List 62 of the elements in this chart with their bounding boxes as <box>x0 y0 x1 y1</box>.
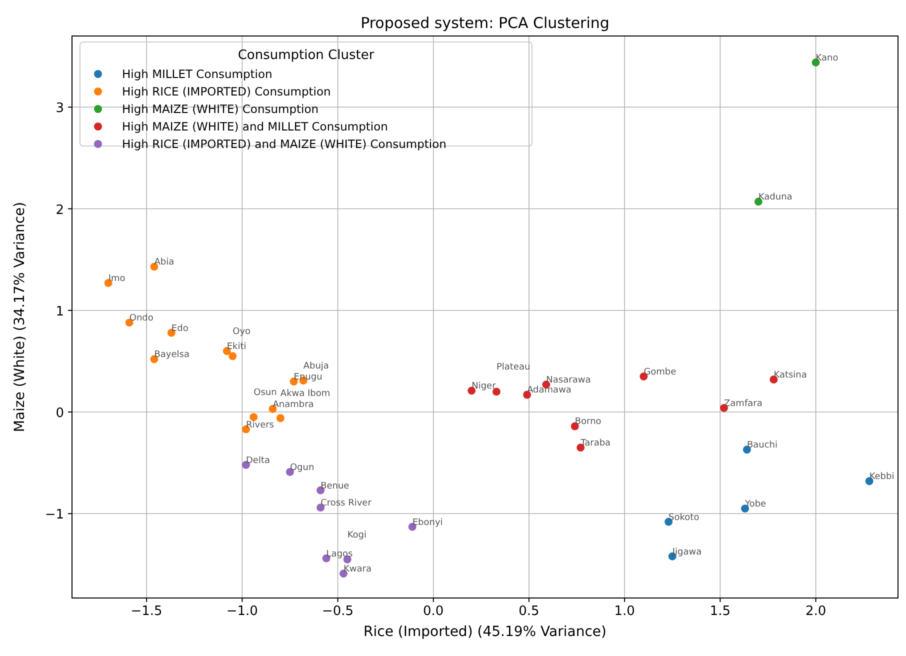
legend-label: High MILLET Consumption <box>122 67 272 81</box>
point <box>276 414 284 422</box>
annotation: Edo <box>171 324 189 334</box>
annotation: Bauchi <box>746 440 778 451</box>
annotation: Kebbi <box>869 472 894 482</box>
annotation: Gombe <box>644 367 677 378</box>
annotation: Taraba <box>580 438 611 449</box>
annotation: Enugu <box>294 372 322 383</box>
annotation: Imo <box>108 274 126 284</box>
x-tick-label: 0.5 <box>518 604 540 619</box>
annotation: Ondo <box>129 314 154 324</box>
legend-label: High MAIZE (WHITE) and MILLET Consumption <box>122 120 388 134</box>
annotation: Kwara <box>344 564 372 575</box>
annotation: Jigawa <box>671 547 702 558</box>
annotation: Adamawa <box>527 386 572 396</box>
annotation: Katsina <box>774 370 807 380</box>
annotation: Benue <box>320 481 350 492</box>
x-tick-label: −0.5 <box>322 604 354 619</box>
point <box>228 352 237 360</box>
legend-label: High RICE (IMPORTED) and MAIZE (WHITE) Consumption <box>122 137 446 151</box>
annotation: Delta <box>246 456 270 466</box>
annotation: Ebonyi <box>412 518 443 528</box>
x-tick-label: −1.5 <box>130 604 162 619</box>
x-tick-label: 1.5 <box>710 604 731 619</box>
annotation: Cross River <box>320 498 372 509</box>
annotation: Osun <box>254 388 277 398</box>
annotation: Anambra <box>272 400 314 410</box>
x-tick-label: 0.0 <box>423 604 444 619</box>
annotation: Sokoto <box>668 512 700 523</box>
y-tick-label: −1 <box>44 508 64 523</box>
annotation: Ekiti <box>226 342 246 352</box>
annotation: Zamfara <box>724 398 762 409</box>
annotation: Bayelsa <box>154 350 190 360</box>
annotation: Niger <box>472 382 496 392</box>
chart-title: Proposed system: PCA Clustering <box>360 14 610 32</box>
annotation: Plateau <box>496 362 530 373</box>
annotation: Kogi <box>347 530 367 540</box>
x-tick-label: −1.0 <box>226 604 258 619</box>
annotation: Akwa Ibom <box>280 389 330 400</box>
legend-label: High MAIZE (WHITE) Consumption <box>122 102 319 116</box>
x-tick-label: 2.0 <box>805 604 826 619</box>
annotation: Lagos <box>326 549 354 560</box>
x-axis-title: Rice (Imported) (45.19% Variance) <box>364 624 606 640</box>
legend-label: High RICE (IMPORTED) Consumption <box>122 84 331 98</box>
annotation: Yobe <box>744 500 767 510</box>
annotation: Abia <box>154 258 174 268</box>
point <box>222 347 231 356</box>
annotation: Kano <box>816 53 839 64</box>
y-tick-label: 2 <box>56 202 64 218</box>
annotation: Abuja <box>303 362 329 372</box>
annotation: Kaduna <box>758 192 792 203</box>
y-tick-label: 3 <box>56 101 64 116</box>
annotation: Ogun <box>290 462 314 473</box>
annotation: Rivers <box>246 420 274 430</box>
annotation: Oyo <box>232 327 252 338</box>
annotation: Nasarawa <box>546 376 591 386</box>
x-tick-label: 1.0 <box>614 604 635 619</box>
legend-title: Consumption Cluster <box>238 48 375 63</box>
y-axis-title: Maize (White) (34.17% Variance) <box>12 202 28 432</box>
y-tick-label: 0 <box>56 406 64 422</box>
annotation: Borno <box>574 417 602 428</box>
y-tick-label: 1 <box>56 304 64 320</box>
